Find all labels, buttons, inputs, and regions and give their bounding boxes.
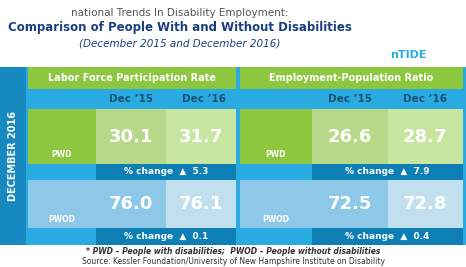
Text: Comparison of People With and Without Disabilities: Comparison of People With and Without Di… <box>8 22 352 34</box>
Text: 72.5: 72.5 <box>328 195 372 213</box>
Text: Dec ’15: Dec ’15 <box>109 94 153 104</box>
Bar <box>96 164 236 180</box>
Text: 30.1: 30.1 <box>109 128 153 146</box>
Text: 72.8: 72.8 <box>403 195 447 213</box>
Text: Dec ’15: Dec ’15 <box>328 94 372 104</box>
Bar <box>312 109 388 164</box>
Bar <box>28 109 96 164</box>
Text: % change  ▲  7.9: % change ▲ 7.9 <box>345 167 430 176</box>
Text: PWD: PWD <box>266 150 286 159</box>
Text: Labor Force Participation Rate: Labor Force Participation Rate <box>48 73 216 83</box>
Text: DECEMBER 2016: DECEMBER 2016 <box>8 111 18 201</box>
Bar <box>312 228 463 245</box>
Text: 31.7: 31.7 <box>179 128 223 146</box>
Text: nTIDE: nTIDE <box>390 50 426 60</box>
Text: % change  ▲  0.1: % change ▲ 0.1 <box>124 232 208 241</box>
Text: * PWD – People with disabilities;  PWOD – People without disabilities: * PWD – People with disabilities; PWOD –… <box>86 246 380 256</box>
Bar <box>28 89 236 109</box>
Text: % change  ▲  0.4: % change ▲ 0.4 <box>345 232 430 241</box>
Text: (December 2015 and December 2016): (December 2015 and December 2016) <box>79 39 281 49</box>
Text: % change  ▲  5.3: % change ▲ 5.3 <box>124 167 208 176</box>
Text: Dec ’16: Dec ’16 <box>403 94 447 104</box>
Bar <box>388 180 463 228</box>
Bar <box>0 0 466 67</box>
Text: PWOD: PWOD <box>262 215 289 224</box>
Text: 26.6: 26.6 <box>328 128 372 146</box>
Bar <box>312 164 463 180</box>
Bar <box>240 67 463 89</box>
Bar <box>240 109 312 164</box>
Bar <box>240 89 463 109</box>
Bar <box>388 109 463 164</box>
Text: 28.7: 28.7 <box>403 128 447 146</box>
Text: 76.1: 76.1 <box>179 195 223 213</box>
Bar <box>0 245 466 267</box>
Bar <box>240 180 312 228</box>
Bar <box>28 180 96 228</box>
Text: national Trends In Disability Employment:: national Trends In Disability Employment… <box>71 8 289 18</box>
Bar <box>96 180 166 228</box>
Bar <box>166 180 236 228</box>
Bar <box>96 109 166 164</box>
Text: Employment-Population Ratio: Employment-Population Ratio <box>269 73 434 83</box>
Text: PWD: PWD <box>52 150 72 159</box>
Bar <box>312 180 388 228</box>
Text: Source: Kessler Foundation/University of New Hampshire Institute on Disability: Source: Kessler Foundation/University of… <box>82 257 384 265</box>
Bar <box>355 2 463 65</box>
Text: Dec ’16: Dec ’16 <box>182 94 226 104</box>
Bar <box>0 67 26 245</box>
Bar <box>0 67 466 245</box>
Bar <box>96 228 236 245</box>
Text: PWOD: PWOD <box>48 215 75 224</box>
Bar <box>28 67 236 89</box>
Bar <box>166 109 236 164</box>
Text: 76.0: 76.0 <box>109 195 153 213</box>
